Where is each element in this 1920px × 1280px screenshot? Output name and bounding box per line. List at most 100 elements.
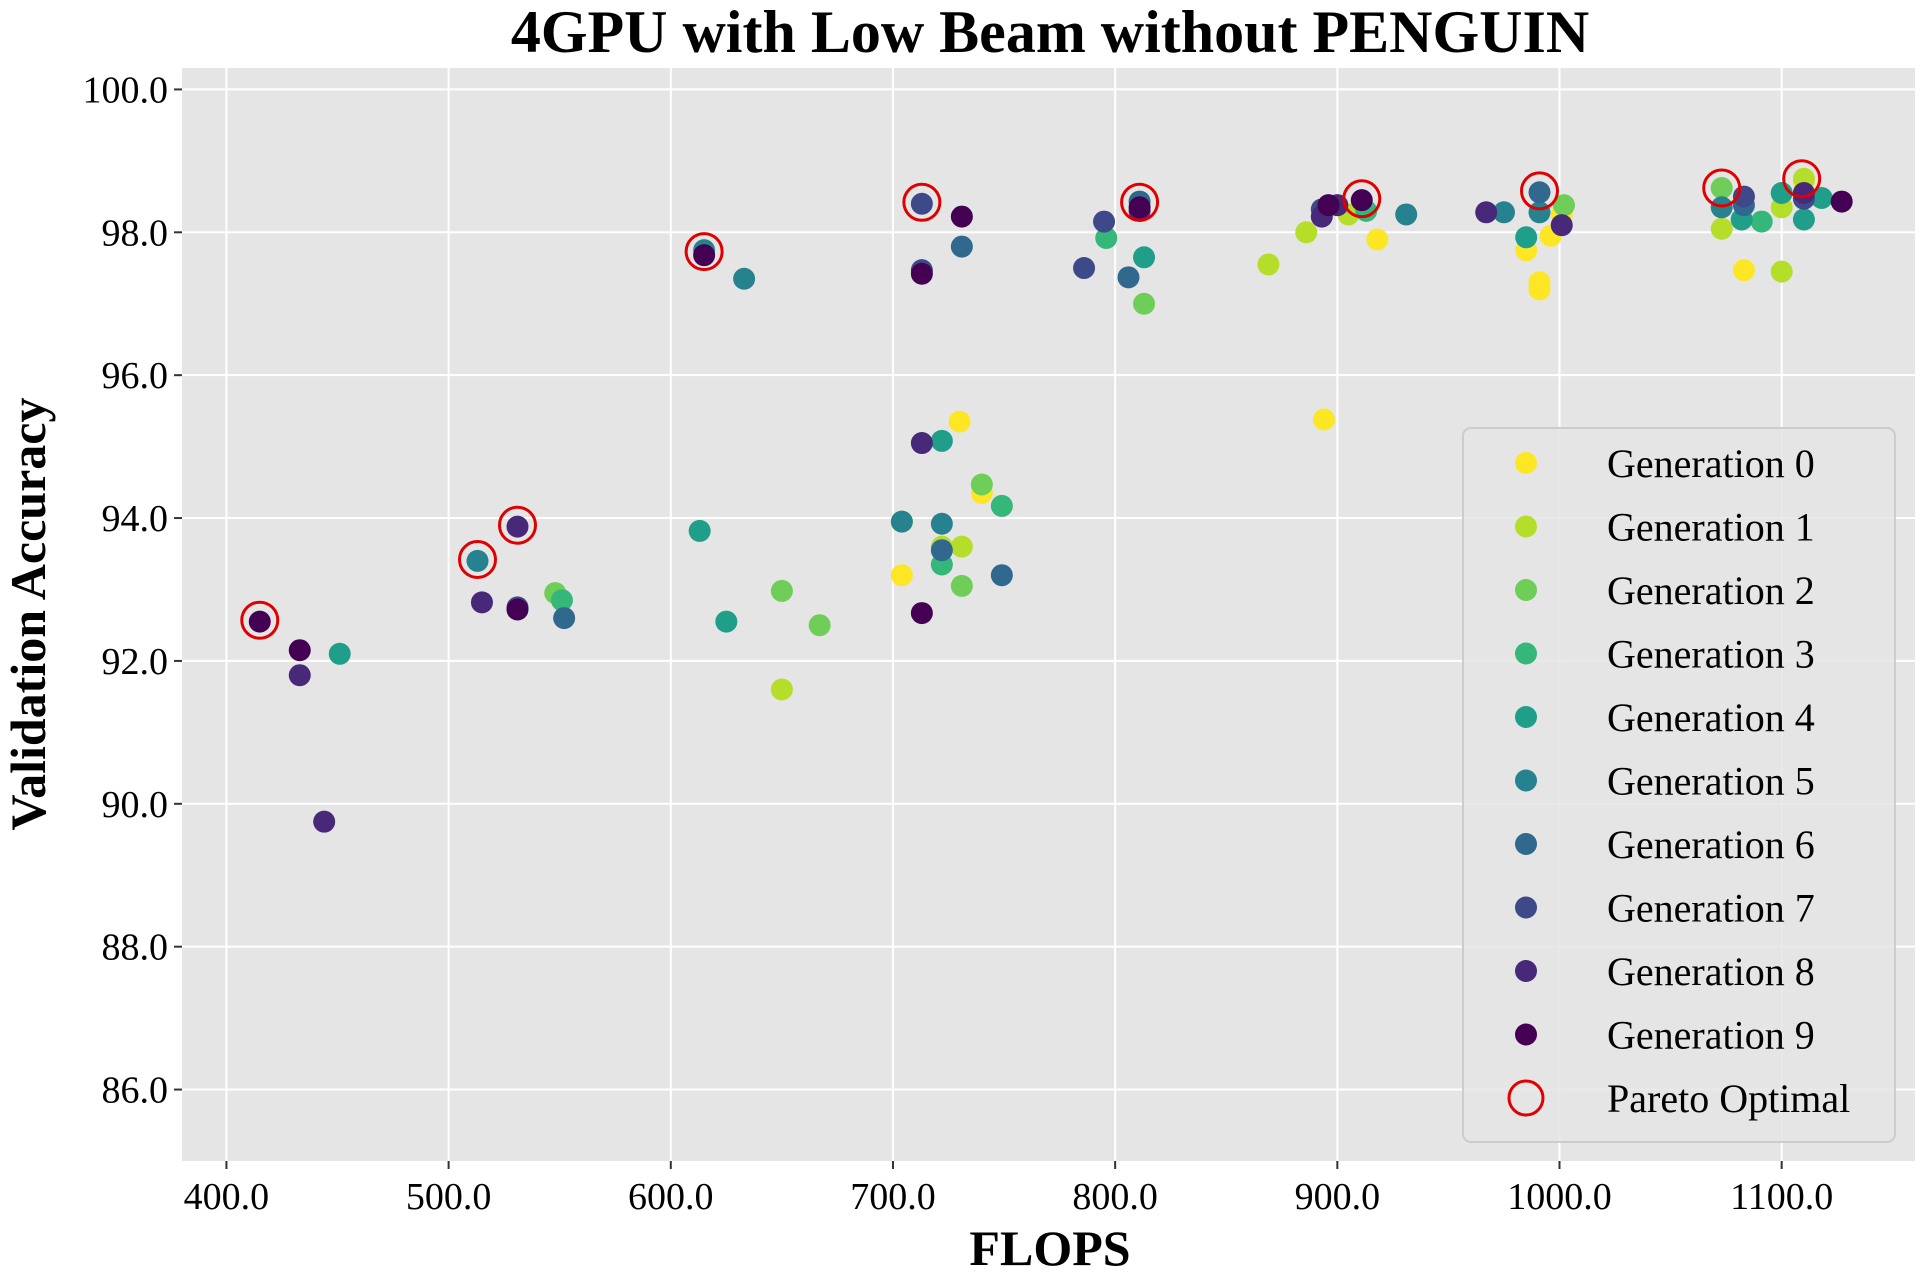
legend-label: Generation 5 — [1607, 759, 1815, 804]
pareto-marker — [1782, 159, 1822, 199]
data-point-gen-2 — [770, 579, 793, 602]
legend-marker-gen-7 — [1515, 896, 1537, 919]
data-point-gen-1 — [950, 535, 973, 558]
legend-marker-gen-5 — [1515, 769, 1537, 792]
pareto-marker — [1520, 171, 1560, 211]
legend-label: Generation 6 — [1607, 822, 1815, 867]
data-point-gen-5 — [890, 510, 913, 533]
data-point-gen-9 — [910, 602, 933, 625]
data-point-gen-0 — [890, 564, 913, 587]
data-point-gen-0 — [1528, 278, 1551, 301]
y-tick-label: 94.0 — [102, 498, 169, 540]
data-point-gen-8 — [1475, 201, 1498, 224]
legend-marker-gen-8 — [1515, 960, 1537, 982]
legend-label: Pareto Optimal — [1607, 1076, 1850, 1121]
axis-ticks: 400.0 500.0 600.0 700.0 800.0 900.0 1000.0 1100… — [83, 69, 1834, 1218]
data-point-gen-3 — [550, 589, 573, 612]
data-point-gen-5 — [733, 267, 756, 290]
legend-marker-gen-1 — [1515, 515, 1537, 538]
legend-marker-gen-3 — [1515, 642, 1537, 665]
legend-label: Generation 4 — [1607, 695, 1815, 740]
chart-title: 4GPU with Low Beam without PENGUIN — [511, 0, 1589, 65]
legend-label: Generation 3 — [1607, 632, 1815, 677]
legend-box — [1462, 427, 1896, 1143]
data-point-gen-2 — [1552, 194, 1575, 217]
x-tick-label: 800.0 — [1072, 1176, 1158, 1218]
pareto-marker — [902, 182, 942, 222]
legend-marker-gen-4 — [1515, 706, 1537, 728]
data-point-gen-1 — [770, 678, 793, 701]
data-point-gen-2 — [970, 473, 993, 496]
data-point-gen-8 — [288, 664, 311, 687]
data-point-gen-9 — [288, 639, 311, 662]
data-point-gen-1 — [1710, 217, 1733, 240]
pareto-markers — [240, 159, 1822, 640]
y-tick-label: 90.0 — [102, 784, 169, 826]
legend-label: Generation 1 — [1607, 505, 1815, 550]
data-point-gen-9 — [248, 610, 271, 633]
y-tick-label: 98.0 — [102, 212, 169, 254]
legend-marker-gen-2 — [1515, 579, 1537, 601]
data-point-gen-4 — [1515, 226, 1538, 249]
data-point-gen-4 — [1810, 187, 1833, 210]
data-point-gen-8 — [506, 515, 529, 538]
data-point-gen-2 — [950, 574, 973, 597]
data-point-gen-7 — [1073, 257, 1096, 280]
legend: Generation 0 Generation 1 Generation 2 Gene… — [1462, 427, 1896, 1143]
legend-label: Generation 2 — [1607, 568, 1815, 613]
legend-label: Generation 0 — [1607, 441, 1815, 486]
y-axis-label: Validation Accuracy — [0, 398, 56, 831]
data-point-gen-6 — [553, 607, 576, 630]
data-point-gen-5 — [1492, 201, 1515, 224]
data-point-gen-9 — [1830, 190, 1853, 213]
data-point-gen-1 — [1257, 253, 1280, 276]
data-point-gen-3 — [1095, 227, 1118, 250]
data-point-gen-6 — [950, 235, 973, 258]
data-point-gen-4 — [930, 429, 953, 452]
y-tick-label: 92.0 — [102, 641, 169, 683]
data-point-gen-4 — [1792, 208, 1815, 231]
data-point-gen-9 — [910, 262, 933, 285]
data-point-gen-9 — [1128, 196, 1151, 219]
pareto-marker — [1702, 168, 1742, 208]
x-tick-label: 1100.0 — [1730, 1176, 1833, 1218]
data-point-gen-6 — [1117, 266, 1140, 289]
data-point-gen-9 — [950, 205, 973, 228]
pareto-marker — [684, 232, 724, 272]
data-point-gen-1 — [1770, 260, 1793, 283]
x-tick-label: 700.0 — [850, 1176, 936, 1218]
data-point-gen-4 — [715, 610, 738, 633]
x-tick-label: 1000.0 — [1507, 1176, 1612, 1218]
y-tick-label: 88.0 — [102, 927, 169, 969]
x-tick-label: 600.0 — [628, 1176, 714, 1218]
data-point-gen-8 — [313, 810, 336, 833]
data-point-gen-6 — [1528, 181, 1551, 204]
data-point-gen-3 — [990, 494, 1013, 517]
legend-marker-gen-6 — [1515, 833, 1537, 855]
data-point-gen-2 — [1133, 292, 1156, 315]
data-point-gen-5 — [1395, 203, 1418, 226]
pareto-marker — [457, 539, 497, 579]
data-point-gen-7 — [1093, 210, 1116, 233]
x-axis-label: FLOPS — [969, 1220, 1130, 1276]
legend-marker-gen-0 — [1515, 452, 1537, 474]
data-point-gen-6 — [930, 539, 953, 562]
data-point-gen-8 — [470, 591, 493, 614]
legend-marker-gen-9 — [1515, 1023, 1537, 1046]
legend-label: Generation 9 — [1607, 1013, 1815, 1058]
data-point-gen-7 — [910, 192, 933, 215]
data-point-gen-3 — [1750, 210, 1773, 233]
legend-marker-pareto — [1507, 1079, 1545, 1117]
data-point-gen-4 — [688, 519, 711, 542]
x-tick-label: 400.0 — [184, 1176, 270, 1218]
data-point-gen-0 — [948, 410, 971, 433]
data-point-gen-8 — [910, 432, 933, 455]
data-point-gen-4 — [328, 642, 351, 665]
x-tick-label: 500.0 — [406, 1176, 492, 1218]
data-point-gen-8 — [1550, 214, 1573, 237]
y-tick-label: 86.0 — [102, 1070, 169, 1112]
data-point-gen-5 — [1528, 201, 1551, 224]
data-point-gen-0 — [1313, 408, 1336, 431]
pareto-marker — [497, 505, 537, 545]
